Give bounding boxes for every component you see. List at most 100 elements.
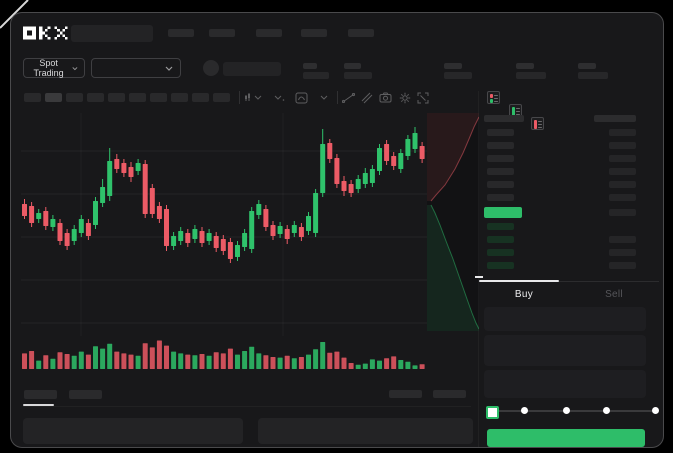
nav-item-placeholder[interactable]	[301, 29, 327, 37]
depth-chart	[427, 113, 479, 331]
caret-icon[interactable]	[319, 94, 329, 102]
volume-bar	[36, 360, 42, 369]
ask-row-amount[interactable]	[609, 155, 636, 162]
candle	[64, 233, 70, 246]
toolbar-divider	[337, 91, 338, 104]
asks-only-icon[interactable]	[531, 117, 544, 130]
interval-button-placeholder[interactable]	[66, 93, 83, 102]
bid-row-amount[interactable]	[609, 249, 636, 256]
nav-item-placeholder[interactable]	[209, 29, 235, 37]
candle	[306, 216, 311, 231]
bids-depth-line	[430, 204, 479, 330]
interval-button-placeholder[interactable]	[192, 93, 209, 102]
ask-row-price[interactable]	[487, 142, 514, 149]
volume-bar	[93, 346, 98, 369]
settings-icon[interactable]	[399, 92, 411, 104]
volume-bar	[405, 361, 411, 369]
bid-row-price[interactable]	[487, 236, 514, 243]
tab-sell[interactable]: Sell	[605, 289, 623, 300]
slider-stop-dot[interactable]	[603, 407, 610, 414]
volume-bar	[121, 353, 127, 369]
volume-bar	[313, 349, 319, 369]
bottom-action-placeholder[interactable]	[389, 390, 422, 398]
interval-button-placeholder[interactable]	[129, 93, 146, 102]
interval-button-placeholder[interactable]	[24, 93, 41, 102]
volume-bar	[178, 353, 184, 369]
interval-button-placeholder[interactable]	[108, 93, 125, 102]
interval-button-placeholder[interactable]	[171, 93, 188, 102]
pair-name-placeholder	[223, 62, 281, 76]
tab-buy[interactable]: Buy	[514, 289, 534, 300]
total-input[interactable]	[484, 370, 646, 398]
bid-row-price[interactable]	[487, 262, 514, 269]
interval-button-placeholder[interactable]	[150, 93, 167, 102]
ask-row-amount[interactable]	[609, 194, 636, 201]
ask-row-amount[interactable]	[609, 181, 636, 188]
ask-row-price[interactable]	[487, 194, 514, 201]
ask-row-price[interactable]	[487, 168, 514, 175]
candle	[405, 139, 411, 156]
asks-depth-line	[430, 116, 479, 202]
amount-slider-track[interactable]	[491, 410, 655, 412]
chart-type-icon[interactable]	[244, 92, 262, 103]
bid-row-price[interactable]	[487, 223, 514, 230]
panel-divider	[478, 91, 479, 447]
nav-item-placeholder[interactable]	[256, 29, 282, 37]
tab-divider	[479, 281, 659, 282]
candle	[164, 209, 169, 246]
ask-row-amount[interactable]	[609, 168, 636, 175]
bottom-active-tab-indicator	[23, 404, 54, 406]
candle	[107, 161, 113, 196]
ask-row-amount[interactable]	[609, 129, 636, 136]
open-orders-panel-placeholder	[23, 418, 243, 444]
candlestick-chart[interactable]	[21, 113, 427, 369]
stat-value-placeholder	[303, 72, 329, 79]
market-type-selector[interactable]: Spot Trading	[23, 58, 85, 78]
volume-bar	[29, 351, 35, 369]
candle	[93, 201, 98, 225]
candle	[199, 231, 205, 243]
fullscreen-icon[interactable]	[417, 92, 429, 104]
volume-bar	[213, 352, 219, 369]
ask-row-price[interactable]	[487, 181, 514, 188]
volume-bar	[355, 364, 361, 369]
slider-stop-dot[interactable]	[521, 407, 528, 414]
slider-stop-dot[interactable]	[563, 407, 570, 414]
volume-bar	[227, 348, 233, 369]
submit-buy-button[interactable]	[487, 429, 645, 447]
pair-selector[interactable]	[91, 58, 181, 78]
candle	[71, 229, 77, 241]
volume-bar	[270, 357, 276, 369]
draw-icon[interactable]	[361, 92, 373, 104]
bottom-divider	[23, 406, 471, 407]
candle	[36, 213, 42, 219]
bottom-tab-orders[interactable]	[24, 390, 57, 399]
interval-button-placeholder[interactable]	[87, 93, 104, 102]
bid-row-amount[interactable]	[609, 262, 636, 269]
ask-row-price[interactable]	[487, 129, 514, 136]
nav-item-placeholder[interactable]	[168, 29, 194, 37]
trendline-icon[interactable]	[342, 93, 355, 103]
ask-row-amount[interactable]	[609, 142, 636, 149]
bottom-tab-history[interactable]	[69, 390, 102, 399]
slider-stop-dot[interactable]	[652, 407, 659, 414]
bottom-action-placeholder[interactable]	[433, 390, 466, 398]
last-price-badge[interactable]	[484, 207, 522, 218]
price-input[interactable]	[484, 307, 646, 331]
interval-button-placeholder[interactable]	[213, 93, 230, 102]
camera-icon[interactable]	[379, 92, 392, 103]
nav-item-placeholder[interactable]	[348, 29, 374, 37]
interval-button-placeholder[interactable]	[45, 93, 62, 102]
bid-row-price[interactable]	[487, 249, 514, 256]
amount-input[interactable]	[484, 335, 646, 366]
caret-icon[interactable]	[273, 94, 285, 102]
ask-row-price[interactable]	[487, 155, 514, 162]
combined-book-icon[interactable]	[487, 91, 500, 104]
indicators-icon[interactable]	[295, 92, 311, 104]
volume-bar	[412, 365, 418, 369]
slider-handle[interactable]	[486, 406, 499, 419]
bid-row-amount[interactable]	[609, 236, 636, 243]
volume-bar	[284, 355, 290, 369]
candle	[185, 233, 191, 243]
candle	[270, 225, 276, 236]
